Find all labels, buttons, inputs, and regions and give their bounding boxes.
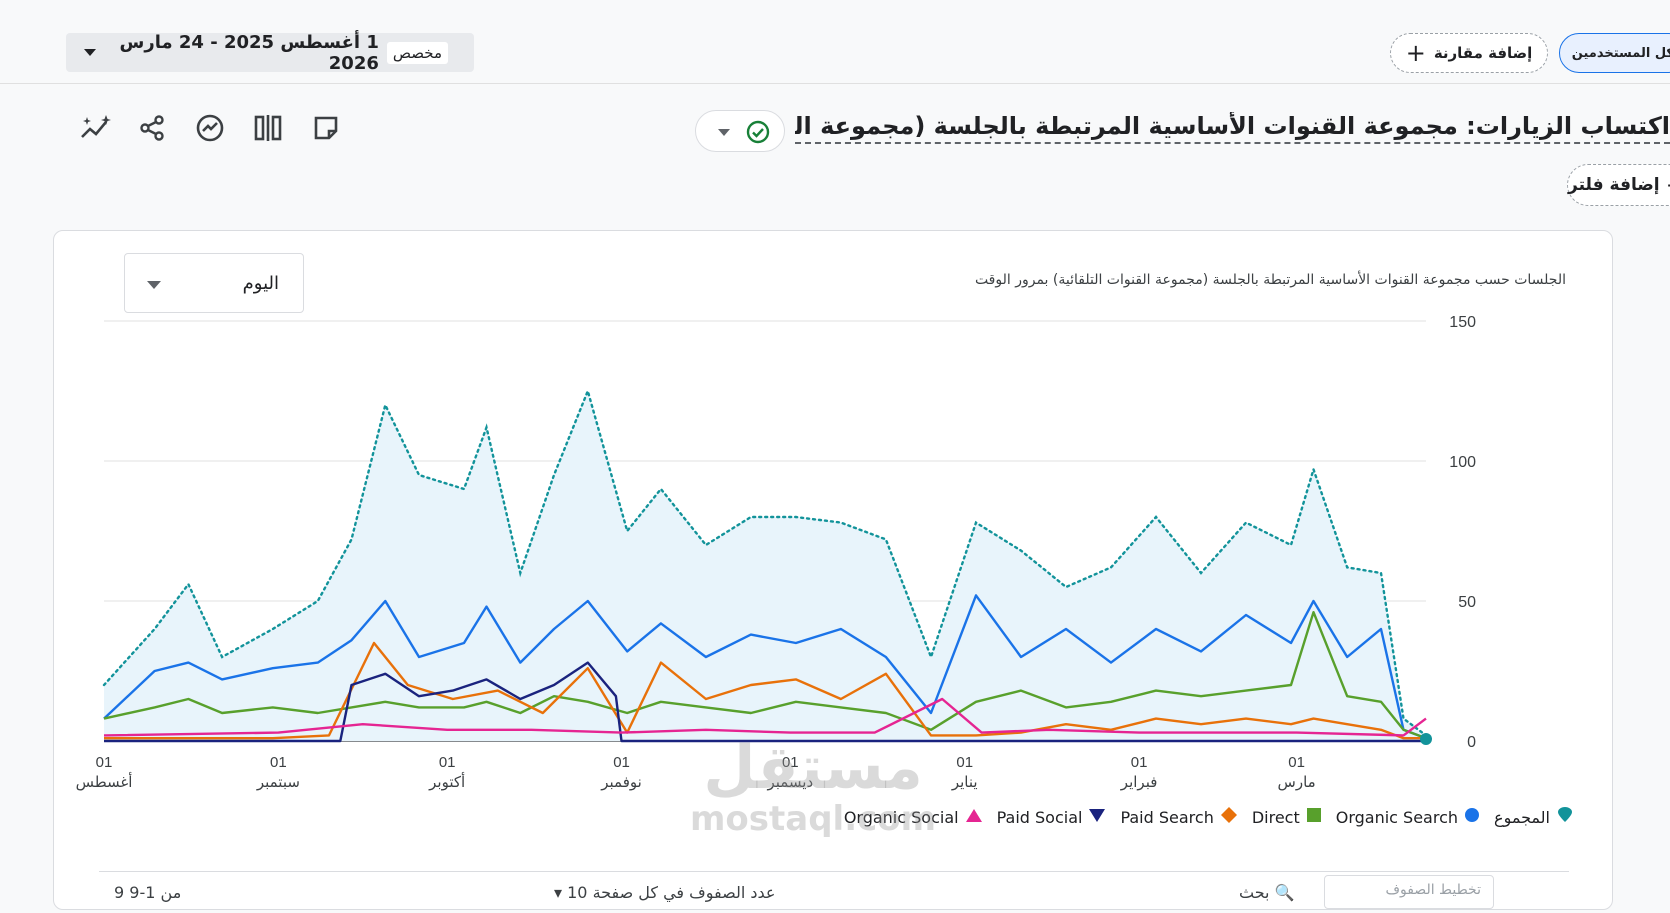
date-custom-label: مخصص [386, 41, 448, 64]
y-tick-label: 150 [1449, 314, 1476, 331]
table-footer: 9 من 1-9 عدد الصفوف في كل صفحة 10 ▾ 🔍 بح… [104, 875, 1574, 913]
triangle-down-icon [1088, 807, 1106, 827]
legend-item[interactable]: Paid Social [997, 807, 1107, 827]
legend-label: Paid Search [1120, 807, 1214, 827]
y-tick-label: 0 [1467, 734, 1476, 751]
legend-item[interactable]: Organic Search [1336, 807, 1480, 827]
watermark-url: mostaql.com [690, 799, 937, 839]
insights-sparkle-icon[interactable] [78, 110, 114, 146]
rows-per-page-label: عدد الصفوف في كل صفحة [592, 883, 776, 902]
legend-label: Direct [1251, 807, 1300, 827]
x-tick-day: 01 [270, 754, 287, 771]
sessions-line-chart: 05010015001أغسطس01سبتمبر01أكتوبر01نوفمبر… [76, 314, 1477, 791]
legend-item[interactable]: Paid Search [1120, 806, 1237, 828]
granularity-value: اليوم [242, 273, 279, 294]
report-status-dropdown[interactable] [695, 110, 785, 152]
compare-columns-icon[interactable] [250, 110, 286, 146]
chevron-down-icon [718, 129, 730, 136]
chevron-down-icon [84, 49, 96, 56]
chart-legend: المجموع Organic Search Direct Paid Search Pa… [814, 805, 1574, 829]
x-tick-day: 01 [613, 754, 630, 771]
x-tick-day: 01 [96, 754, 113, 771]
x-tick-month: فبراير [1120, 773, 1158, 791]
y-tick-label: 50 [1458, 594, 1476, 611]
series-line-paid-search [104, 641, 1426, 740]
series-line-paid-social [104, 661, 1426, 743]
x-tick-month: أكتوبر [428, 772, 465, 791]
legend-label: المجموع [1494, 807, 1550, 827]
share-icon[interactable] [134, 110, 170, 146]
chart-card: اليوم الجلسات حسب مجموعة القنوات الأساسي… [53, 230, 1613, 910]
series-area-total [104, 391, 1426, 741]
trend-insights-icon[interactable] [192, 110, 228, 146]
triangle-up-icon [965, 807, 983, 827]
add-comparison-button[interactable]: إضافة مقارنة + [1390, 33, 1548, 73]
total-end-marker [1420, 733, 1432, 745]
x-tick-day: 01 [439, 754, 456, 771]
series-line-organic-search [103, 594, 1427, 740]
series-line-direct [103, 611, 1427, 740]
title-row: اكتساب الزيارات: مجموعة القنوات الأساسية… [0, 104, 1670, 154]
legend-item[interactable]: المجموع [1494, 806, 1574, 828]
legend-item[interactable]: Organic Social [844, 807, 983, 827]
series-line-organic-social [103, 697, 1427, 737]
comparison-label: إضافة مقارنة [1433, 44, 1533, 62]
circle-icon [1464, 807, 1480, 827]
watermark: مستقل mostaql.com [690, 735, 936, 838]
watermark-logo: مستقل [703, 733, 923, 803]
search-input[interactable]: تخطيط الصفوف [1324, 875, 1494, 909]
plus-icon: + [1405, 39, 1426, 67]
square-icon [1306, 807, 1322, 827]
diamond-icon [1220, 806, 1238, 828]
add-filter-label: إضافة فلتر [1568, 175, 1660, 195]
x-tick-month: مارس [1278, 773, 1316, 791]
x-tick-day: 01 [782, 754, 799, 771]
rows-per-page[interactable]: عدد الصفوف في كل صفحة 10 ▾ [554, 883, 776, 902]
plus-icon: + [1666, 173, 1670, 197]
add-filter-button[interactable]: + إضافة فلتر [1567, 164, 1670, 206]
chart-title: الجلسات حسب مجموعة القنوات الأساسية المر… [974, 272, 1566, 288]
audience-label: كل المستخدمين [1571, 45, 1670, 61]
granularity-select[interactable]: اليوم [124, 253, 304, 313]
x-tick-month: يناير [951, 773, 978, 791]
annotation-note-icon[interactable] [308, 110, 344, 146]
series-line-total [102, 387, 1428, 737]
search-label[interactable]: 🔍 بحث [1239, 883, 1295, 902]
page-title: اكتساب الزيارات: مجموعة القنوات الأساسية… [795, 112, 1670, 144]
chevron-down-icon [147, 281, 161, 289]
x-tick-month: سبتمبر [256, 773, 300, 791]
y-tick-label: 100 [1449, 454, 1476, 471]
x-tick-day: 01 [956, 754, 973, 771]
x-tick-month: نوفمبر [600, 773, 642, 791]
x-tick-day: 01 [1131, 754, 1148, 771]
pagination-info: 9 من 1-9 [114, 883, 182, 902]
drop-icon [1556, 806, 1574, 828]
x-tick-day: 01 [1288, 754, 1305, 771]
audience-chip[interactable]: كل المستخدمين [1559, 33, 1670, 73]
date-range-picker[interactable]: مخصص 1 أغسطس 2025 - 24 مارس 2026 [66, 31, 474, 74]
divider [99, 871, 1569, 872]
legend-label: Organic Social [843, 807, 959, 827]
x-tick-month: ديسمبر [766, 773, 813, 791]
search-label-text: بحث [1239, 883, 1270, 902]
legend-label: Paid Social [996, 807, 1083, 827]
legend-label: Organic Search [1335, 807, 1459, 827]
date-range-value: 1 أغسطس 2025 - 24 مارس 2026 [119, 31, 379, 74]
top-bar: مخصص 1 أغسطس 2025 - 24 مارس 2026 إضافة م… [0, 0, 1670, 84]
rows-per-page-value: 10 [567, 883, 588, 902]
legend-item[interactable]: Direct [1252, 807, 1322, 827]
x-tick-month: أغسطس [76, 772, 133, 791]
check-circle-icon [746, 120, 770, 144]
